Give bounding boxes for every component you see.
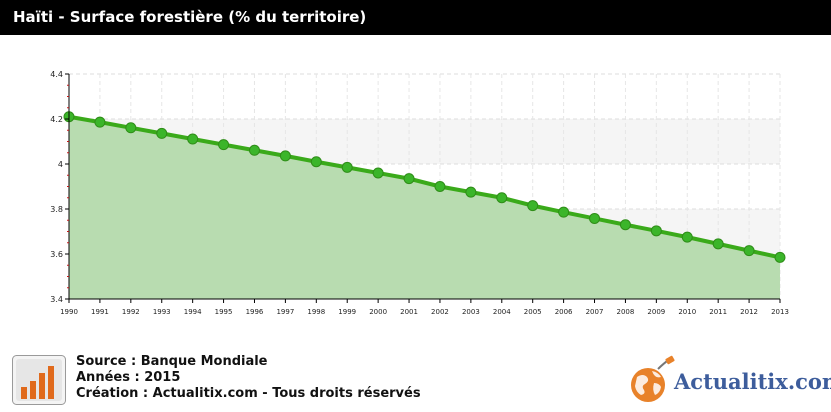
y-tick-label: 3.4 — [50, 295, 63, 304]
logo-domain: .com — [787, 369, 831, 394]
data-point — [403, 173, 415, 185]
series-area — [69, 116, 780, 299]
data-point — [558, 206, 570, 218]
data-point — [465, 186, 477, 198]
data-point — [589, 212, 601, 224]
x-tick-label: 2011 — [709, 308, 727, 316]
y-tick-label: 4.2 — [50, 115, 63, 124]
x-tick-label: 2004 — [493, 308, 511, 316]
data-point — [218, 139, 230, 151]
y-tick-label: 4 — [58, 160, 63, 169]
x-tick-label: 1990 — [60, 308, 78, 316]
y-tick-label: 4.4 — [50, 70, 63, 79]
x-tick-label: 1992 — [122, 308, 140, 316]
x-tick-label: 1998 — [307, 308, 325, 316]
data-point — [248, 144, 260, 156]
x-tick-label: 2000 — [369, 308, 387, 316]
x-tick-label: 2007 — [586, 308, 604, 316]
x-tick-label: 1994 — [184, 308, 202, 316]
x-tick-label: 2006 — [555, 308, 573, 316]
y-tick-label: 3.8 — [50, 205, 63, 214]
chart-info: Source : Banque Mondiale Années : 2015 C… — [76, 354, 421, 402]
logo-text: Actualitix.com — [674, 369, 831, 394]
x-tick-label: 2012 — [740, 308, 758, 316]
x-tick-label: 1995 — [215, 308, 233, 316]
creation-text: Création : Actualitix.com - Tous droits … — [76, 386, 421, 401]
y-tick-label: 3.6 — [50, 250, 63, 259]
x-tick-label: 1997 — [276, 308, 294, 316]
bar-chart-icon — [12, 355, 66, 405]
x-tick-label: 1999 — [338, 308, 356, 316]
source-text: Source : Banque Mondiale — [76, 354, 268, 369]
data-point — [650, 225, 662, 237]
data-point — [774, 251, 786, 263]
x-tick-label: 1991 — [91, 308, 109, 316]
globe-plug-icon — [631, 355, 675, 402]
actualitix-logo[interactable]: Actualitix.com — [628, 355, 831, 407]
data-point — [496, 192, 508, 204]
x-tick-label: 1993 — [153, 308, 171, 316]
data-point — [712, 238, 724, 250]
page-title: Haïti - Surface forestière (% du territo… — [13, 8, 367, 26]
area-chart: 3.4 3.6 3.8 4 4.2 4.4 1990 1991 1992 1993 1994 1995… — [50, 70, 789, 316]
x-tick-label: 1996 — [246, 308, 264, 316]
data-point — [681, 231, 693, 243]
title-bar: Haïti - Surface forestière (% du territo… — [0, 0, 831, 35]
chart-area: 3.4 3.6 3.8 4 4.2 4.4 1990 1991 1992 1993 1994 1995… — [0, 35, 831, 345]
data-point — [310, 156, 322, 168]
x-tick-label: 2003 — [462, 308, 480, 316]
x-tick-label: 2013 — [771, 308, 789, 316]
data-point — [341, 161, 353, 173]
x-tick-label: 2009 — [647, 308, 665, 316]
x-tick-label: 2005 — [524, 308, 542, 316]
data-point — [619, 219, 631, 231]
data-point — [156, 127, 168, 139]
data-point — [434, 181, 446, 192]
footer: Source : Banque Mondiale Années : 2015 C… — [0, 345, 831, 412]
data-point — [125, 122, 137, 134]
data-point — [187, 133, 199, 145]
data-point — [743, 245, 755, 257]
years-text: Années : 2015 — [76, 370, 181, 385]
data-point — [527, 200, 539, 212]
x-tick-label: 2010 — [678, 308, 696, 316]
data-point — [94, 116, 106, 128]
data-point — [372, 167, 384, 179]
logo-brand: Actualitix — [674, 369, 788, 394]
x-tick-label: 2008 — [617, 308, 635, 316]
x-tick-label: 2001 — [400, 308, 418, 316]
x-tick-label: 2002 — [431, 308, 449, 316]
data-point — [279, 150, 291, 162]
